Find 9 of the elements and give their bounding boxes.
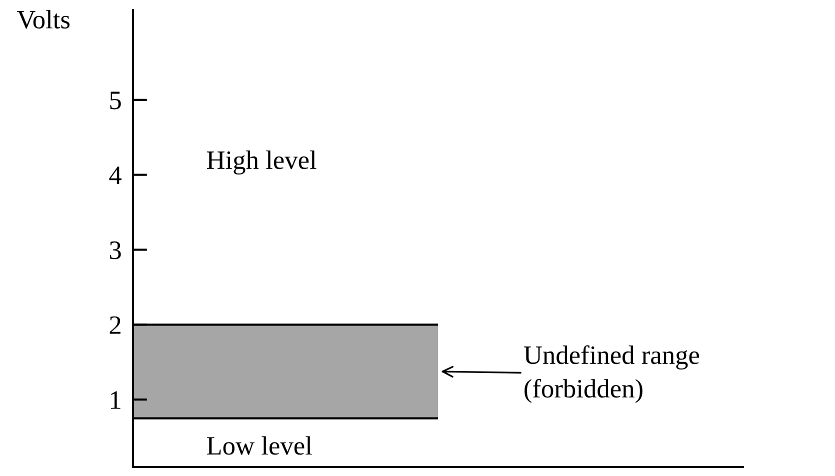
annotation: Low level bbox=[206, 436, 312, 455]
y-tick-label: 3 bbox=[110, 241, 121, 260]
y-tick-label: 4 bbox=[109, 166, 122, 184]
y-axis-title: Volts bbox=[16, 10, 70, 29]
annotation: High level bbox=[206, 150, 316, 175]
text: Undefined range (forbidden) bbox=[524, 345, 700, 404]
y-tick-label: 1 bbox=[111, 391, 120, 409]
y-tick-label: 2 bbox=[110, 316, 120, 334]
y-tick-label: 5 bbox=[110, 92, 121, 110]
